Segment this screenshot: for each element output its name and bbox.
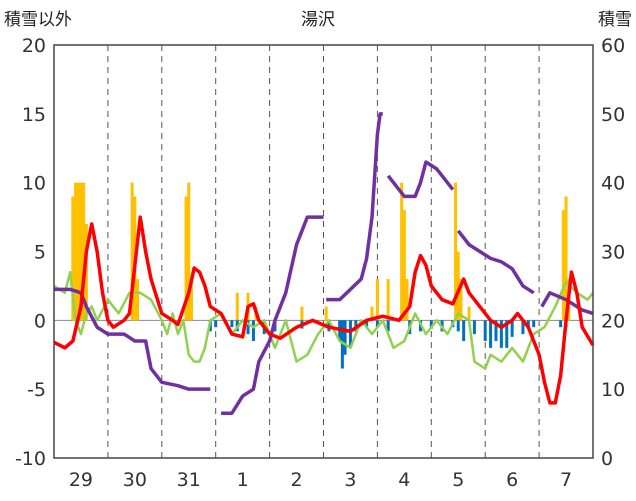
precip-bar-positive-12 <box>235 292 239 321</box>
precip-bar-negative-25 <box>472 320 476 335</box>
precip-bar-negative-29 <box>499 320 503 348</box>
snow-depth-segment-2 <box>326 112 383 302</box>
precip-bar-positive-27 <box>561 210 565 321</box>
left-y-tick-label: -10 <box>15 448 46 470</box>
precip-bar-positive-20 <box>400 182 404 321</box>
series-line-red <box>53 215 595 405</box>
precip-bar-negative-28 <box>494 320 498 341</box>
precip-bar-positive-21 <box>402 210 406 321</box>
precip-bar-positive-0 <box>71 196 75 321</box>
snow-depth-segment-1 <box>221 215 324 416</box>
precip-bar-positive-6 <box>130 182 134 321</box>
left-y-tick-label: 0 <box>34 310 46 332</box>
precip-bar-negative-20 <box>429 320 433 329</box>
x-tick-label: 2 <box>291 469 303 491</box>
precip-bar-positive-1 <box>74 182 78 321</box>
precip-bar-positive-23 <box>454 182 458 321</box>
precip-bar-positive-3 <box>79 182 83 321</box>
precip-bar-negative-11 <box>340 320 344 369</box>
precip-bar-negative-1 <box>214 320 218 328</box>
snow-depth-segment-4 <box>456 229 535 295</box>
precip-bar-positive-26 <box>467 306 471 321</box>
x-tick-label: 31 <box>177 469 201 491</box>
precip-bar-negative-24 <box>462 320 466 341</box>
precip-bar-negative-32 <box>521 320 525 335</box>
left-y-tick-label: 10 <box>22 173 46 195</box>
x-tick-label: 6 <box>506 469 518 491</box>
precip-bar-positive-11 <box>189 279 193 321</box>
precip-bar-positive-28 <box>564 196 568 321</box>
plot-frame <box>53 44 594 459</box>
x-tick-label: 5 <box>452 469 464 491</box>
plot-area <box>53 44 595 459</box>
snow-depth-segment-3 <box>386 160 455 199</box>
x-tick-label: 29 <box>69 469 93 491</box>
precip-bar-negative-30 <box>505 320 509 348</box>
x-tick-label: 4 <box>398 469 410 491</box>
precip-bar-negative-17 <box>386 320 390 332</box>
precip-bar-positive-18 <box>375 279 379 321</box>
precip-bar-negative-5 <box>251 320 255 341</box>
precip-bar-negative-23 <box>456 320 460 332</box>
left-axis-label: 積雪以外 <box>4 10 72 30</box>
precip-bar-positive-2 <box>76 182 80 321</box>
right-y-tick-label: 0 <box>601 448 613 470</box>
precip-bar-negative-34 <box>532 320 536 328</box>
x-tick-label: 1 <box>237 469 249 491</box>
right-y-tick-label: 40 <box>601 173 625 195</box>
left-y-tick-label: 15 <box>22 104 46 126</box>
precip-bar-negative-16 <box>375 320 379 328</box>
precip-bar-positive-8 <box>136 279 140 321</box>
chart-title: 湯沢 <box>301 10 335 30</box>
precip-bar-positive-10 <box>187 182 191 321</box>
precip-bar-negative-2 <box>230 320 234 328</box>
precip-bar-positive-25 <box>459 279 463 321</box>
precip-bar-negative-35 <box>559 320 563 328</box>
precip-bar-positive-4 <box>82 182 86 321</box>
right-y-tick-label: 60 <box>601 35 625 57</box>
precip-bar-positive-16 <box>324 306 328 321</box>
precip-bar-positive-22 <box>405 279 409 321</box>
left-y-tick-label: 20 <box>22 35 46 57</box>
precip-bar-positive-9 <box>184 196 188 321</box>
left-y-tick-label: 5 <box>34 242 46 264</box>
precip-bar-negative-31 <box>510 320 514 337</box>
precip-bar-positive-19 <box>386 279 390 321</box>
left-y-tick-label: -5 <box>27 379 46 401</box>
right-y-tick-label: 10 <box>601 379 625 401</box>
precip-bar-negative-15 <box>365 320 369 328</box>
right-y-tick-label: 50 <box>601 104 625 126</box>
precip-bar-positive-17 <box>370 306 374 321</box>
x-tick-label: 7 <box>560 469 572 491</box>
precip-bar-negative-27 <box>489 320 493 348</box>
snow-depth-segment-5 <box>540 291 594 316</box>
right-y-tick-label: 20 <box>601 310 625 332</box>
x-tick-label: 3 <box>344 469 356 491</box>
precip-bar-negative-12 <box>343 320 347 355</box>
series-line-green <box>53 270 594 370</box>
precip-bar-positive-24 <box>456 251 460 321</box>
precip-bar-positive-5 <box>84 223 88 321</box>
right-axis-label: 積雪 <box>598 10 632 30</box>
precip-bar-negative-33 <box>526 320 530 328</box>
x-tick-label: 30 <box>123 469 147 491</box>
right-y-tick-label: 30 <box>601 242 625 264</box>
precip-bar-negative-4 <box>246 320 250 335</box>
precip-bar-positive-15 <box>300 306 304 321</box>
precip-bar-negative-26 <box>483 320 487 341</box>
precip-bar-negative-13 <box>348 320 352 348</box>
